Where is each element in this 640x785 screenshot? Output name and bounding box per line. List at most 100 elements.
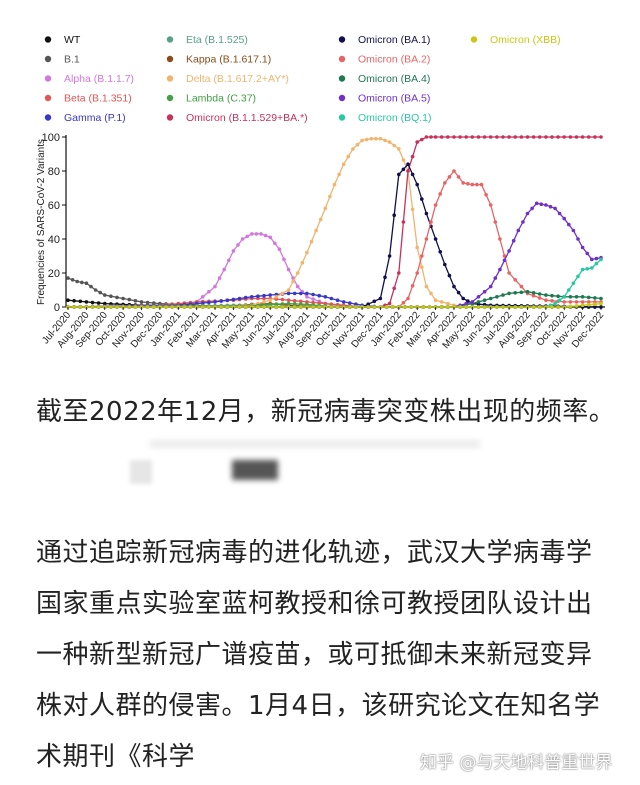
data-point bbox=[291, 279, 295, 284]
data-point bbox=[464, 301, 469, 306]
data-point bbox=[72, 299, 76, 303]
data-point bbox=[384, 305, 389, 309]
data-point bbox=[268, 293, 273, 297]
data-point bbox=[329, 296, 334, 301]
data-point bbox=[424, 135, 429, 139]
data-point bbox=[262, 305, 266, 309]
series-line bbox=[68, 233, 601, 308]
data-point bbox=[268, 235, 273, 240]
data-point bbox=[406, 162, 410, 166]
data-point bbox=[410, 154, 415, 159]
data-point bbox=[599, 257, 603, 262]
data-point bbox=[456, 290, 461, 295]
data-point bbox=[513, 278, 517, 282]
chart-caption: 截至2022年12月，新冠病毒突变株出现的频率。 bbox=[36, 397, 616, 427]
data-point bbox=[286, 291, 291, 296]
data-point bbox=[476, 135, 481, 139]
data-point bbox=[439, 135, 444, 139]
data-point bbox=[273, 241, 277, 246]
data-point bbox=[262, 296, 266, 301]
data-point bbox=[335, 298, 340, 303]
y-tick-label: 0 bbox=[54, 302, 60, 314]
data-point bbox=[318, 217, 323, 222]
legend-marker bbox=[44, 114, 52, 121]
series-group bbox=[66, 301, 603, 309]
data-point bbox=[305, 250, 309, 255]
data-point bbox=[439, 305, 444, 309]
data-point bbox=[507, 135, 511, 139]
data-point bbox=[534, 201, 539, 206]
data-point bbox=[525, 289, 530, 294]
watermark: 知乎 @与天地科普重世界 bbox=[420, 753, 613, 773]
data-point bbox=[537, 296, 542, 300]
data-point bbox=[557, 298, 562, 303]
data-point bbox=[75, 279, 79, 284]
data-point bbox=[323, 301, 328, 306]
data-point bbox=[544, 293, 548, 297]
data-point bbox=[268, 298, 273, 303]
legend-marker bbox=[166, 36, 174, 43]
data-point bbox=[502, 258, 507, 263]
data-point bbox=[576, 237, 580, 241]
data-point bbox=[574, 135, 579, 139]
legend-marker bbox=[338, 36, 346, 43]
legend-label: Delta (B.1.617.2+AY*) bbox=[186, 73, 289, 85]
data-point bbox=[415, 245, 420, 250]
data-point bbox=[550, 305, 554, 309]
data-point bbox=[201, 305, 205, 309]
data-point bbox=[225, 305, 230, 309]
data-point bbox=[372, 305, 377, 309]
data-point bbox=[406, 296, 410, 301]
data-point bbox=[282, 257, 286, 262]
legend-marker bbox=[166, 55, 174, 63]
data-point bbox=[328, 194, 332, 199]
data-point bbox=[317, 301, 322, 305]
legend-label: Omicron (XBB) bbox=[490, 34, 561, 46]
data-point bbox=[207, 300, 211, 305]
data-point bbox=[415, 271, 420, 275]
legend-marker bbox=[338, 114, 346, 121]
data-point bbox=[470, 182, 475, 187]
data-point bbox=[586, 302, 591, 307]
data-point bbox=[403, 305, 407, 309]
legend-label: Lambda (C.37) bbox=[186, 93, 256, 105]
data-point bbox=[571, 281, 576, 286]
data-point bbox=[262, 300, 266, 304]
data-point bbox=[495, 135, 499, 139]
data-point bbox=[96, 301, 101, 305]
series-group bbox=[66, 169, 603, 309]
data-point bbox=[286, 267, 291, 272]
data-point bbox=[299, 305, 303, 309]
data-point bbox=[133, 305, 138, 309]
data-point bbox=[421, 305, 426, 309]
data-point bbox=[439, 300, 444, 304]
data-point bbox=[213, 284, 217, 289]
data-point bbox=[401, 301, 406, 305]
data-point bbox=[243, 295, 248, 300]
data-point bbox=[207, 289, 211, 294]
data-point bbox=[66, 298, 70, 303]
data-point bbox=[530, 206, 534, 211]
data-point bbox=[305, 295, 309, 299]
data-point bbox=[295, 284, 300, 289]
data-point bbox=[254, 232, 259, 236]
data-point bbox=[268, 302, 273, 307]
data-point bbox=[424, 211, 429, 216]
data-point bbox=[446, 135, 450, 139]
data-point bbox=[501, 293, 505, 297]
data-point bbox=[571, 228, 576, 233]
data-point bbox=[72, 305, 76, 309]
data-point bbox=[256, 294, 260, 299]
data-point bbox=[562, 216, 566, 221]
data-point bbox=[507, 271, 511, 275]
data-point bbox=[479, 182, 484, 187]
data-point bbox=[311, 292, 315, 297]
data-point bbox=[311, 305, 315, 309]
data-point bbox=[593, 302, 597, 307]
data-point bbox=[476, 305, 481, 309]
data-point bbox=[513, 305, 517, 309]
data-point bbox=[438, 250, 443, 254]
data-point bbox=[387, 254, 392, 258]
data-point bbox=[115, 295, 119, 300]
data-point bbox=[78, 299, 83, 304]
